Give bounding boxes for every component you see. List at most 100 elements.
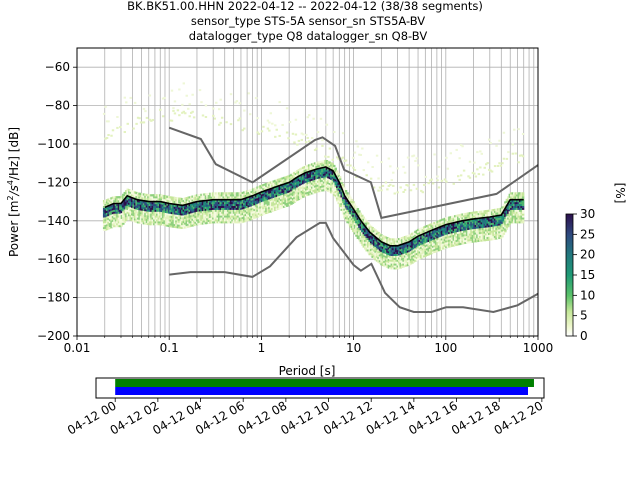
density-cell	[119, 203, 122, 207]
density-cell	[263, 187, 267, 190]
density-cell	[216, 209, 219, 212]
density-cell	[181, 213, 184, 216]
density-cell	[296, 177, 299, 180]
density-cell	[291, 186, 295, 189]
density-cell	[250, 198, 253, 201]
density-cell	[499, 230, 503, 234]
density-cell	[328, 188, 332, 191]
density-cell	[223, 196, 227, 199]
density-cell	[122, 211, 125, 214]
density-cell	[406, 252, 410, 255]
density-cell	[347, 198, 351, 201]
density-cell	[346, 215, 349, 218]
density-cell	[374, 244, 377, 247]
y-axis-label: Power [m2/s4/Hz] [dB]	[6, 127, 21, 257]
density-cell	[204, 195, 208, 198]
density-cell	[496, 212, 500, 215]
density-cell	[111, 208, 115, 211]
density-cell	[120, 195, 124, 198]
density-cell	[234, 192, 237, 195]
density-cell	[218, 219, 221, 222]
density-cell	[343, 212, 346, 215]
density-cell	[257, 203, 261, 206]
density-cell	[167, 203, 171, 206]
density-cell	[123, 131, 126, 134]
density-cell	[201, 203, 205, 206]
density-cell	[173, 223, 177, 227]
density-cell	[288, 201, 292, 204]
density-cell	[235, 200, 239, 203]
density-cell	[414, 253, 417, 256]
density-cell	[485, 227, 488, 230]
density-cell	[157, 223, 160, 226]
density-cell	[365, 233, 368, 237]
density-cell	[122, 205, 125, 208]
density-cell	[368, 239, 371, 242]
density-cell	[185, 200, 188, 204]
density-cell	[203, 197, 206, 200]
density-cell	[486, 232, 489, 236]
density-cell	[271, 205, 274, 209]
density-cell	[129, 191, 132, 194]
density-cell	[471, 219, 475, 222]
density-cell	[191, 218, 194, 221]
density-cell	[120, 218, 124, 221]
density-cell	[282, 186, 286, 189]
density-cell	[383, 260, 386, 263]
density-cell	[247, 199, 250, 202]
density-cell	[278, 199, 281, 202]
density-cell	[228, 217, 231, 220]
density-cell	[353, 207, 357, 210]
density-cell	[173, 219, 177, 223]
density-cell	[218, 203, 221, 207]
density-cell	[291, 182, 295, 185]
density-cell	[259, 213, 262, 217]
density-cell	[256, 197, 259, 201]
density-cell	[518, 203, 522, 207]
density-cell	[455, 235, 458, 239]
density-cell	[505, 221, 509, 225]
density-cell	[262, 191, 265, 194]
density-cell	[294, 195, 298, 199]
density-cell	[352, 166, 355, 169]
density-cell	[318, 180, 321, 183]
density-cell	[423, 228, 426, 231]
density-cell	[375, 259, 379, 262]
density-cell	[169, 207, 172, 211]
density-cell	[297, 182, 301, 185]
density-cell	[130, 194, 134, 197]
density-cell	[170, 215, 174, 218]
density-cell	[495, 212, 498, 215]
density-cell	[108, 226, 112, 229]
density-cell	[476, 151, 479, 154]
density-cell	[430, 246, 433, 249]
density-cell	[136, 203, 140, 207]
density-cell	[328, 175, 332, 178]
density-cell	[237, 201, 240, 205]
density-cell	[297, 195, 301, 199]
density-cell	[275, 198, 278, 201]
density-cell	[278, 197, 281, 200]
density-cell	[158, 198, 162, 201]
density-cell	[175, 225, 178, 229]
density-cell	[340, 191, 343, 194]
density-cell	[483, 210, 486, 213]
density-cell	[133, 208, 137, 211]
density-cell	[471, 211, 475, 214]
density-cell	[219, 215, 222, 218]
density-cell	[213, 203, 216, 207]
density-cell	[268, 121, 271, 124]
density-cell	[493, 227, 497, 231]
density-cell	[126, 217, 129, 220]
density-cell	[119, 209, 122, 212]
density-cell	[313, 181, 317, 184]
density-cell	[464, 226, 467, 229]
density-cell	[461, 234, 464, 237]
density-cell	[161, 204, 165, 207]
density-cell	[172, 206, 175, 209]
density-cell	[139, 219, 143, 222]
density-cell	[232, 219, 236, 222]
density-cell	[392, 263, 395, 266]
density-cell	[340, 193, 343, 196]
density-cell	[237, 215, 240, 218]
